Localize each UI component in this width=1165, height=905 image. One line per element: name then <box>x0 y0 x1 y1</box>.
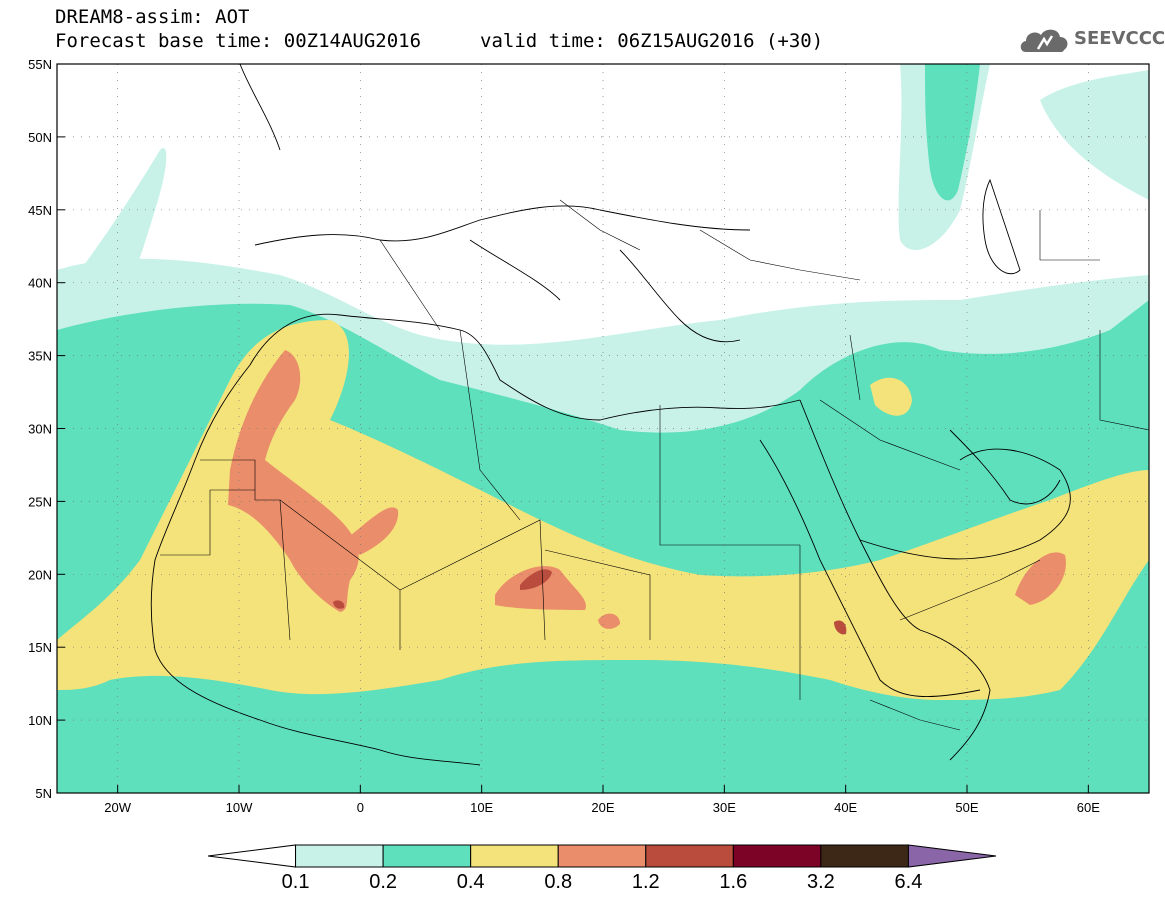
lon-tick-label: 10E <box>470 800 493 815</box>
colorbar-label: 1.2 <box>632 871 660 893</box>
coastlines <box>150 64 1071 766</box>
aot-contour-0.4 <box>870 377 912 416</box>
lat-tick-label: 10N <box>28 713 52 728</box>
aot-field <box>57 64 1149 793</box>
aot-contour-0.8 <box>598 613 620 629</box>
colorbar-swatch <box>907 844 997 868</box>
lon-tick-label: 10W <box>226 800 253 815</box>
aot-contour-0.8 <box>495 566 586 610</box>
colorbar-swatch <box>470 844 559 868</box>
aot-contour-1.2 <box>520 569 552 590</box>
colorbar-swatch <box>645 844 734 868</box>
colorbar-swatch <box>557 844 647 868</box>
map-title: DREAM8-assim: AOT <box>55 6 250 28</box>
lat-tick-label: 35N <box>28 349 52 364</box>
colorbar-label: 1.6 <box>719 871 747 893</box>
colorbar-swatch <box>732 844 822 868</box>
lon-tick-label: 20E <box>591 800 614 815</box>
lat-tick-label: 25N <box>28 494 52 509</box>
colorbar-swatch <box>382 844 472 868</box>
lon-tick-label: 30E <box>713 800 736 815</box>
lon-tick-label: 20W <box>104 800 131 815</box>
lon-tick-label: 60E <box>1077 800 1100 815</box>
colorbar-label: 0.1 <box>282 871 310 893</box>
aot-contour-0.2 <box>925 64 980 201</box>
cloud-icon <box>1020 29 1068 52</box>
colorbar-swatch <box>820 844 909 868</box>
lat-tick-label: 55N <box>28 57 52 72</box>
colorbar: 0.1 0.2 0.4 0.8 1.2 1.6 3.2 6.4 <box>207 844 997 893</box>
valid-time: valid time: 06Z15AUG2016 (+30) <box>480 30 824 52</box>
lon-tick-label: 0 <box>357 800 364 815</box>
lon-tick-label: 50E <box>955 800 978 815</box>
colorbar-swatch <box>207 844 297 868</box>
aot-contour-0.1 <box>1040 70 1149 200</box>
colorbar-label: 0.4 <box>457 871 485 893</box>
colorbar-label: 0.2 <box>369 871 397 893</box>
lon-tick-label: 40E <box>834 800 857 815</box>
lat-tick-label: 5N <box>35 786 52 801</box>
aot-contour-0.8 <box>345 507 399 555</box>
colorbar-label: 6.4 <box>895 871 923 893</box>
colorbar-label: 3.2 <box>807 871 835 893</box>
colorbar-swatch <box>295 844 384 868</box>
lat-tick-label: 45N <box>28 203 52 218</box>
seevccc-logo: SEEVCCC <box>1018 22 1165 56</box>
lat-tick-label: 20N <box>28 567 52 582</box>
forecast-base-time: Forecast base time: 00Z14AUG2016 <box>55 30 422 52</box>
aot-contour-0.8 <box>1015 552 1066 605</box>
colorbar-label: 0.8 <box>544 871 572 893</box>
logo-text: SEEVCCC <box>1074 28 1165 49</box>
lat-tick-label: 30N <box>28 422 52 437</box>
aot-contour-0.8 <box>228 350 359 612</box>
country-borders <box>160 199 1149 731</box>
aot-contour-1.2 <box>834 620 847 635</box>
aot-contour-1.2 <box>333 600 345 609</box>
lat-tick-label: 40N <box>28 276 52 291</box>
lat-tick-label: 50N <box>28 130 52 145</box>
lat-tick-label: 15N <box>28 640 52 655</box>
